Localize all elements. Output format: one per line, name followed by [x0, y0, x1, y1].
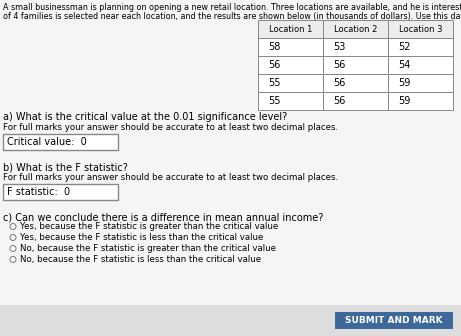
Text: Location 3: Location 3	[399, 25, 442, 34]
Text: 56: 56	[333, 60, 345, 70]
Text: Yes, because the F statistic is greater than the critical value: Yes, because the F statistic is greater …	[20, 222, 278, 231]
Text: Critical value:  0: Critical value: 0	[7, 137, 87, 147]
Bar	[388, 74, 453, 92]
Bar	[258, 38, 323, 56]
Bar	[323, 56, 388, 74]
Bar	[388, 56, 453, 74]
Text: Location 2: Location 2	[334, 25, 377, 34]
Text: c) Can we conclude there is a difference in mean annual income?: c) Can we conclude there is a difference…	[3, 212, 323, 222]
Text: b) What is the F statistic?: b) What is the F statistic?	[3, 162, 128, 172]
Bar	[258, 74, 323, 92]
Bar	[323, 74, 388, 92]
Bar	[388, 92, 453, 110]
Bar	[0, 305, 461, 336]
Text: For full marks your answer should be accurate to at least two decimal places.: For full marks your answer should be acc…	[3, 173, 338, 182]
Circle shape	[10, 235, 16, 241]
Text: 56: 56	[333, 96, 345, 106]
Circle shape	[10, 246, 16, 252]
Bar	[323, 20, 388, 38]
Bar	[388, 20, 453, 38]
Text: 53: 53	[333, 42, 345, 52]
Circle shape	[10, 223, 16, 229]
Text: 59: 59	[398, 78, 410, 88]
Text: 59: 59	[398, 96, 410, 106]
Bar	[323, 92, 388, 110]
Bar	[3, 184, 118, 200]
Text: 55: 55	[268, 96, 280, 106]
Text: 52: 52	[398, 42, 410, 52]
Text: 56: 56	[268, 60, 280, 70]
Text: Location 1: Location 1	[269, 25, 312, 34]
Text: 56: 56	[333, 78, 345, 88]
Bar	[3, 134, 118, 150]
Text: For full marks your answer should be accurate to at least two decimal places.: For full marks your answer should be acc…	[3, 123, 338, 132]
Bar	[335, 312, 453, 329]
Text: Yes, because the F statistic is less than the critical value: Yes, because the F statistic is less tha…	[20, 233, 263, 242]
Bar	[323, 38, 388, 56]
Text: 58: 58	[268, 42, 280, 52]
Text: of 4 families is selected near each location, and the results are shown below (i: of 4 families is selected near each loca…	[3, 12, 461, 21]
Text: 55: 55	[268, 78, 280, 88]
Text: 54: 54	[398, 60, 410, 70]
Text: F statistic:  0: F statistic: 0	[7, 187, 70, 197]
Bar	[388, 38, 453, 56]
Bar	[258, 92, 323, 110]
Bar	[258, 20, 323, 38]
Bar	[258, 56, 323, 74]
Text: a) What is the critical value at the 0.01 significance level?: a) What is the critical value at the 0.0…	[3, 112, 287, 122]
Text: SUBMIT AND MARK: SUBMIT AND MARK	[345, 316, 443, 325]
Text: A small businessman is planning on opening a new retail location. Three location: A small businessman is planning on openi…	[3, 3, 461, 12]
Text: No, because the F statistic is greater than the critical value: No, because the F statistic is greater t…	[20, 244, 276, 253]
Circle shape	[10, 256, 16, 262]
Text: No, because the F statistic is less than the critical value: No, because the F statistic is less than…	[20, 255, 261, 264]
